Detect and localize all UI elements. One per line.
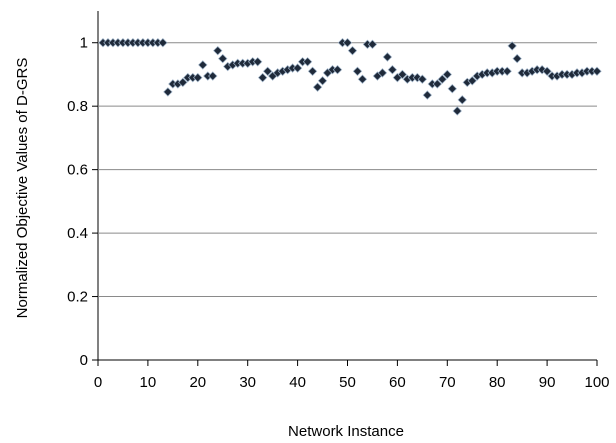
y-tick-label: 1	[80, 35, 88, 52]
data-point	[467, 76, 477, 86]
x-tick-label: 90	[539, 374, 556, 391]
data-point	[412, 72, 423, 83]
x-tick-label: 30	[239, 374, 256, 391]
data-point	[257, 72, 268, 83]
data-point	[332, 65, 343, 75]
x-tick-label: 50	[339, 374, 356, 391]
data-point	[537, 65, 547, 75]
y-ticks: 0 0.2 0.4 0.6 0.8 1	[67, 35, 98, 369]
data-point	[302, 57, 313, 67]
data-point	[447, 84, 457, 94]
plot-area	[97, 11, 597, 361]
data-point	[347, 45, 358, 56]
data-point	[417, 74, 428, 84]
data-point	[377, 68, 388, 78]
data-point	[193, 72, 203, 83]
data-point	[342, 38, 353, 48]
data-point	[252, 57, 263, 67]
y-tick-label: 0.6	[67, 162, 88, 179]
data-point	[382, 52, 393, 62]
x-tick-label: 100	[584, 374, 609, 391]
data-point	[292, 63, 303, 73]
x-ticks: 0 10 20 30 40 50 60 70 80 90 100	[94, 360, 610, 391]
data-point	[357, 74, 368, 84]
x-tick-label: 60	[389, 374, 406, 391]
data-point	[367, 39, 378, 50]
x-tick-label: 70	[439, 374, 456, 391]
y-tick-label: 0.2	[67, 289, 88, 306]
data-point	[158, 38, 168, 48]
data-point	[592, 66, 602, 76]
data-point	[163, 87, 173, 97]
data-point	[452, 106, 462, 116]
data-point	[432, 79, 443, 89]
y-tick-label: 0	[80, 352, 88, 369]
data-point	[312, 82, 323, 92]
y-tick-label: 0.8	[67, 98, 88, 115]
data-point	[208, 71, 218, 81]
data-point	[213, 45, 223, 56]
data-point	[442, 69, 452, 80]
data-point	[437, 74, 448, 84]
y-tick-label: 0.4	[67, 225, 88, 242]
data-point	[542, 66, 552, 76]
data-point	[352, 66, 363, 76]
x-tick-label: 80	[489, 374, 506, 391]
data-point	[507, 41, 517, 51]
data-point	[457, 95, 467, 105]
x-tick-label: 20	[189, 374, 206, 391]
x-tick-label: 10	[140, 374, 157, 391]
data-points	[98, 38, 602, 116]
data-point	[422, 90, 433, 100]
data-point	[317, 76, 328, 86]
data-point	[397, 69, 408, 80]
data-point	[178, 77, 188, 88]
data-point	[198, 60, 208, 70]
data-point	[512, 53, 522, 64]
x-tick-label: 0	[94, 374, 102, 391]
data-point	[502, 66, 512, 76]
data-point	[262, 66, 273, 76]
x-tick-label: 40	[289, 374, 306, 391]
data-point	[218, 53, 228, 64]
x-axis-title: Network Instance	[288, 423, 404, 440]
y-axis-title: Normalized Objective Values of D-GRS	[14, 58, 31, 319]
data-point	[307, 66, 318, 76]
data-point	[387, 65, 398, 75]
